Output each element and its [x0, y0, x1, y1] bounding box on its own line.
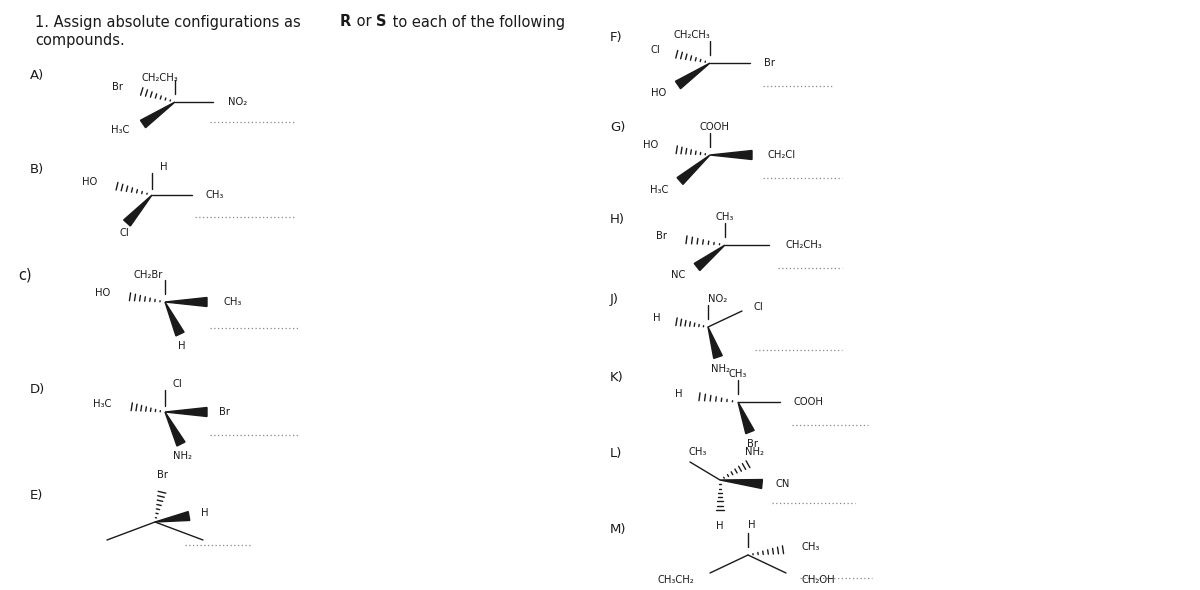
Text: CH₂CH₃: CH₂CH₃ [673, 30, 710, 40]
Text: Br: Br [112, 82, 124, 92]
Text: CH₂CH₃: CH₂CH₃ [142, 73, 179, 83]
Polygon shape [166, 297, 208, 306]
Polygon shape [155, 512, 190, 522]
Text: NH₂: NH₂ [174, 451, 192, 461]
Text: H): H) [610, 214, 625, 227]
Polygon shape [720, 480, 762, 489]
Text: F): F) [610, 31, 623, 44]
Text: H: H [653, 313, 660, 323]
Polygon shape [676, 63, 710, 88]
Text: NH₂: NH₂ [710, 364, 730, 374]
Text: COOH: COOH [700, 122, 728, 132]
Text: CH₂Cl: CH₂Cl [768, 150, 796, 160]
Text: NO₂: NO₂ [708, 294, 727, 304]
Text: CH₂Br: CH₂Br [133, 270, 163, 280]
Polygon shape [710, 150, 752, 159]
Text: Br: Br [220, 407, 230, 417]
Text: G): G) [610, 122, 625, 135]
Text: A): A) [30, 68, 44, 81]
Text: HO: HO [650, 88, 666, 98]
Text: H: H [161, 162, 168, 172]
Text: R: R [340, 15, 352, 30]
Text: CH₃: CH₃ [689, 447, 707, 457]
Text: H: H [749, 520, 756, 530]
Text: D): D) [30, 384, 46, 396]
Text: M): M) [610, 523, 626, 536]
Text: H: H [716, 521, 724, 531]
Text: HO: HO [82, 177, 97, 187]
Text: Br: Br [157, 470, 168, 480]
Text: Br: Br [764, 58, 775, 68]
Text: CH₂CH₃: CH₂CH₃ [785, 240, 822, 250]
Text: NO₂: NO₂ [228, 97, 247, 107]
Text: compounds.: compounds. [35, 34, 125, 48]
Text: CH₃CH₂: CH₃CH₂ [658, 575, 694, 585]
Polygon shape [124, 195, 152, 226]
Polygon shape [677, 155, 710, 185]
Text: Br: Br [746, 439, 757, 449]
Text: c): c) [18, 267, 31, 283]
Text: H₃C: H₃C [110, 125, 130, 135]
Text: or: or [352, 15, 377, 30]
Text: J): J) [610, 293, 619, 306]
Text: Cl: Cl [119, 228, 128, 238]
Text: CH₃: CH₃ [728, 369, 748, 379]
Polygon shape [695, 245, 725, 271]
Text: CN: CN [776, 479, 791, 489]
Text: B): B) [30, 163, 44, 176]
Polygon shape [166, 408, 208, 417]
Text: H: H [674, 389, 682, 399]
Text: CH₃: CH₃ [223, 297, 241, 307]
Polygon shape [708, 327, 722, 358]
Text: CH₃: CH₃ [802, 542, 821, 552]
Text: Cl: Cl [754, 302, 763, 312]
Text: NH₂: NH₂ [744, 447, 763, 457]
Text: Br: Br [656, 231, 667, 241]
Text: S: S [376, 15, 386, 30]
Text: H: H [179, 341, 186, 351]
Text: L): L) [610, 447, 623, 460]
Text: Cl: Cl [650, 45, 660, 55]
Text: HO: HO [95, 288, 110, 298]
Text: CH₃: CH₃ [716, 212, 734, 222]
Text: H₃C: H₃C [649, 185, 668, 195]
Polygon shape [166, 302, 184, 336]
Text: HO: HO [643, 140, 658, 150]
Text: H: H [202, 508, 209, 518]
Polygon shape [738, 402, 754, 434]
Text: NC: NC [671, 270, 685, 280]
Polygon shape [140, 102, 175, 127]
Text: Cl: Cl [172, 379, 182, 389]
Text: E): E) [30, 489, 43, 502]
Text: H₃C: H₃C [92, 399, 112, 409]
Text: COOH: COOH [794, 397, 824, 407]
Polygon shape [166, 412, 185, 446]
Text: CH₃: CH₃ [206, 190, 224, 200]
Text: 1. Assign absolute configurations as: 1. Assign absolute configurations as [35, 15, 305, 30]
Text: CH₂OH: CH₂OH [802, 575, 835, 585]
Text: K): K) [610, 371, 624, 384]
Text: to each of the following: to each of the following [388, 15, 565, 30]
